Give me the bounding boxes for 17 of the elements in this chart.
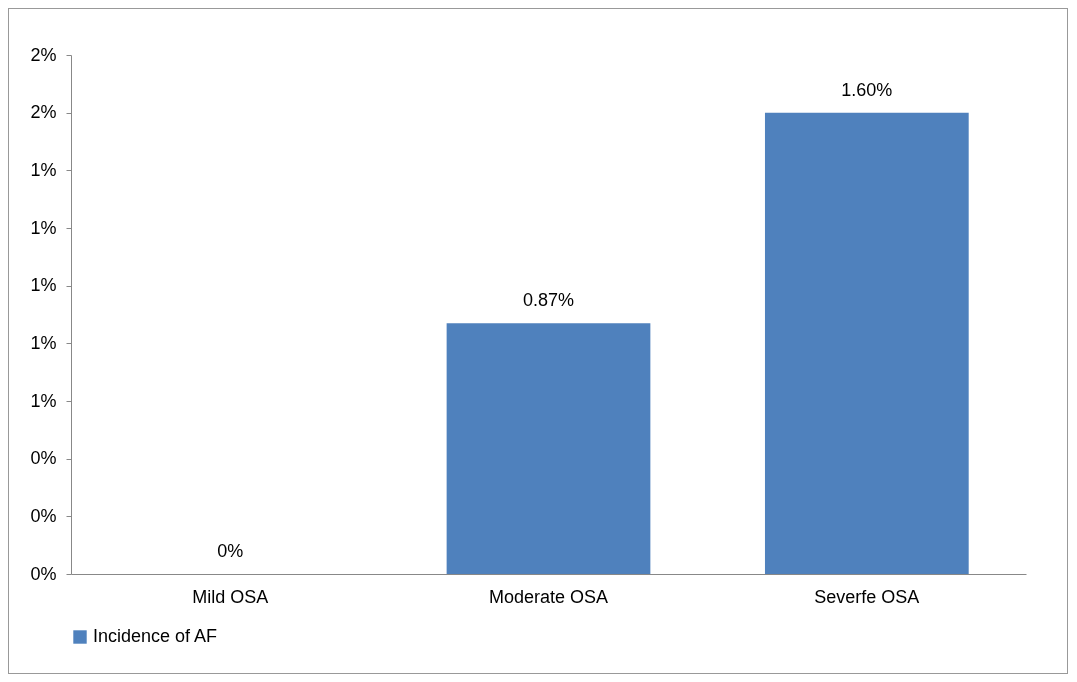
y-tick-label: 2% (30, 102, 57, 123)
y-tick-label: 1% (30, 159, 57, 180)
x-tick-label: Mild OSA (192, 586, 269, 607)
y-tick-label: 1% (30, 217, 57, 238)
data-label: 0.87% (522, 290, 575, 311)
data-label: 0% (217, 541, 244, 561)
y-tick-label: 0% (30, 563, 57, 584)
y-tick-label: 0% (30, 448, 57, 469)
y-tick-label: 0% (30, 505, 57, 526)
y-tick-label: 1% (30, 275, 57, 296)
x-tick-label: Severfe OSA (814, 586, 920, 607)
legend-label: Incidence of AF (93, 626, 218, 646)
y-tick-label: 2% (30, 44, 57, 65)
y-tick-label: 1% (30, 390, 57, 411)
data-label: 1.60% (841, 79, 893, 100)
x-tick-label: Moderate OSA (488, 586, 609, 607)
y-tick-label: 1% (30, 332, 57, 353)
